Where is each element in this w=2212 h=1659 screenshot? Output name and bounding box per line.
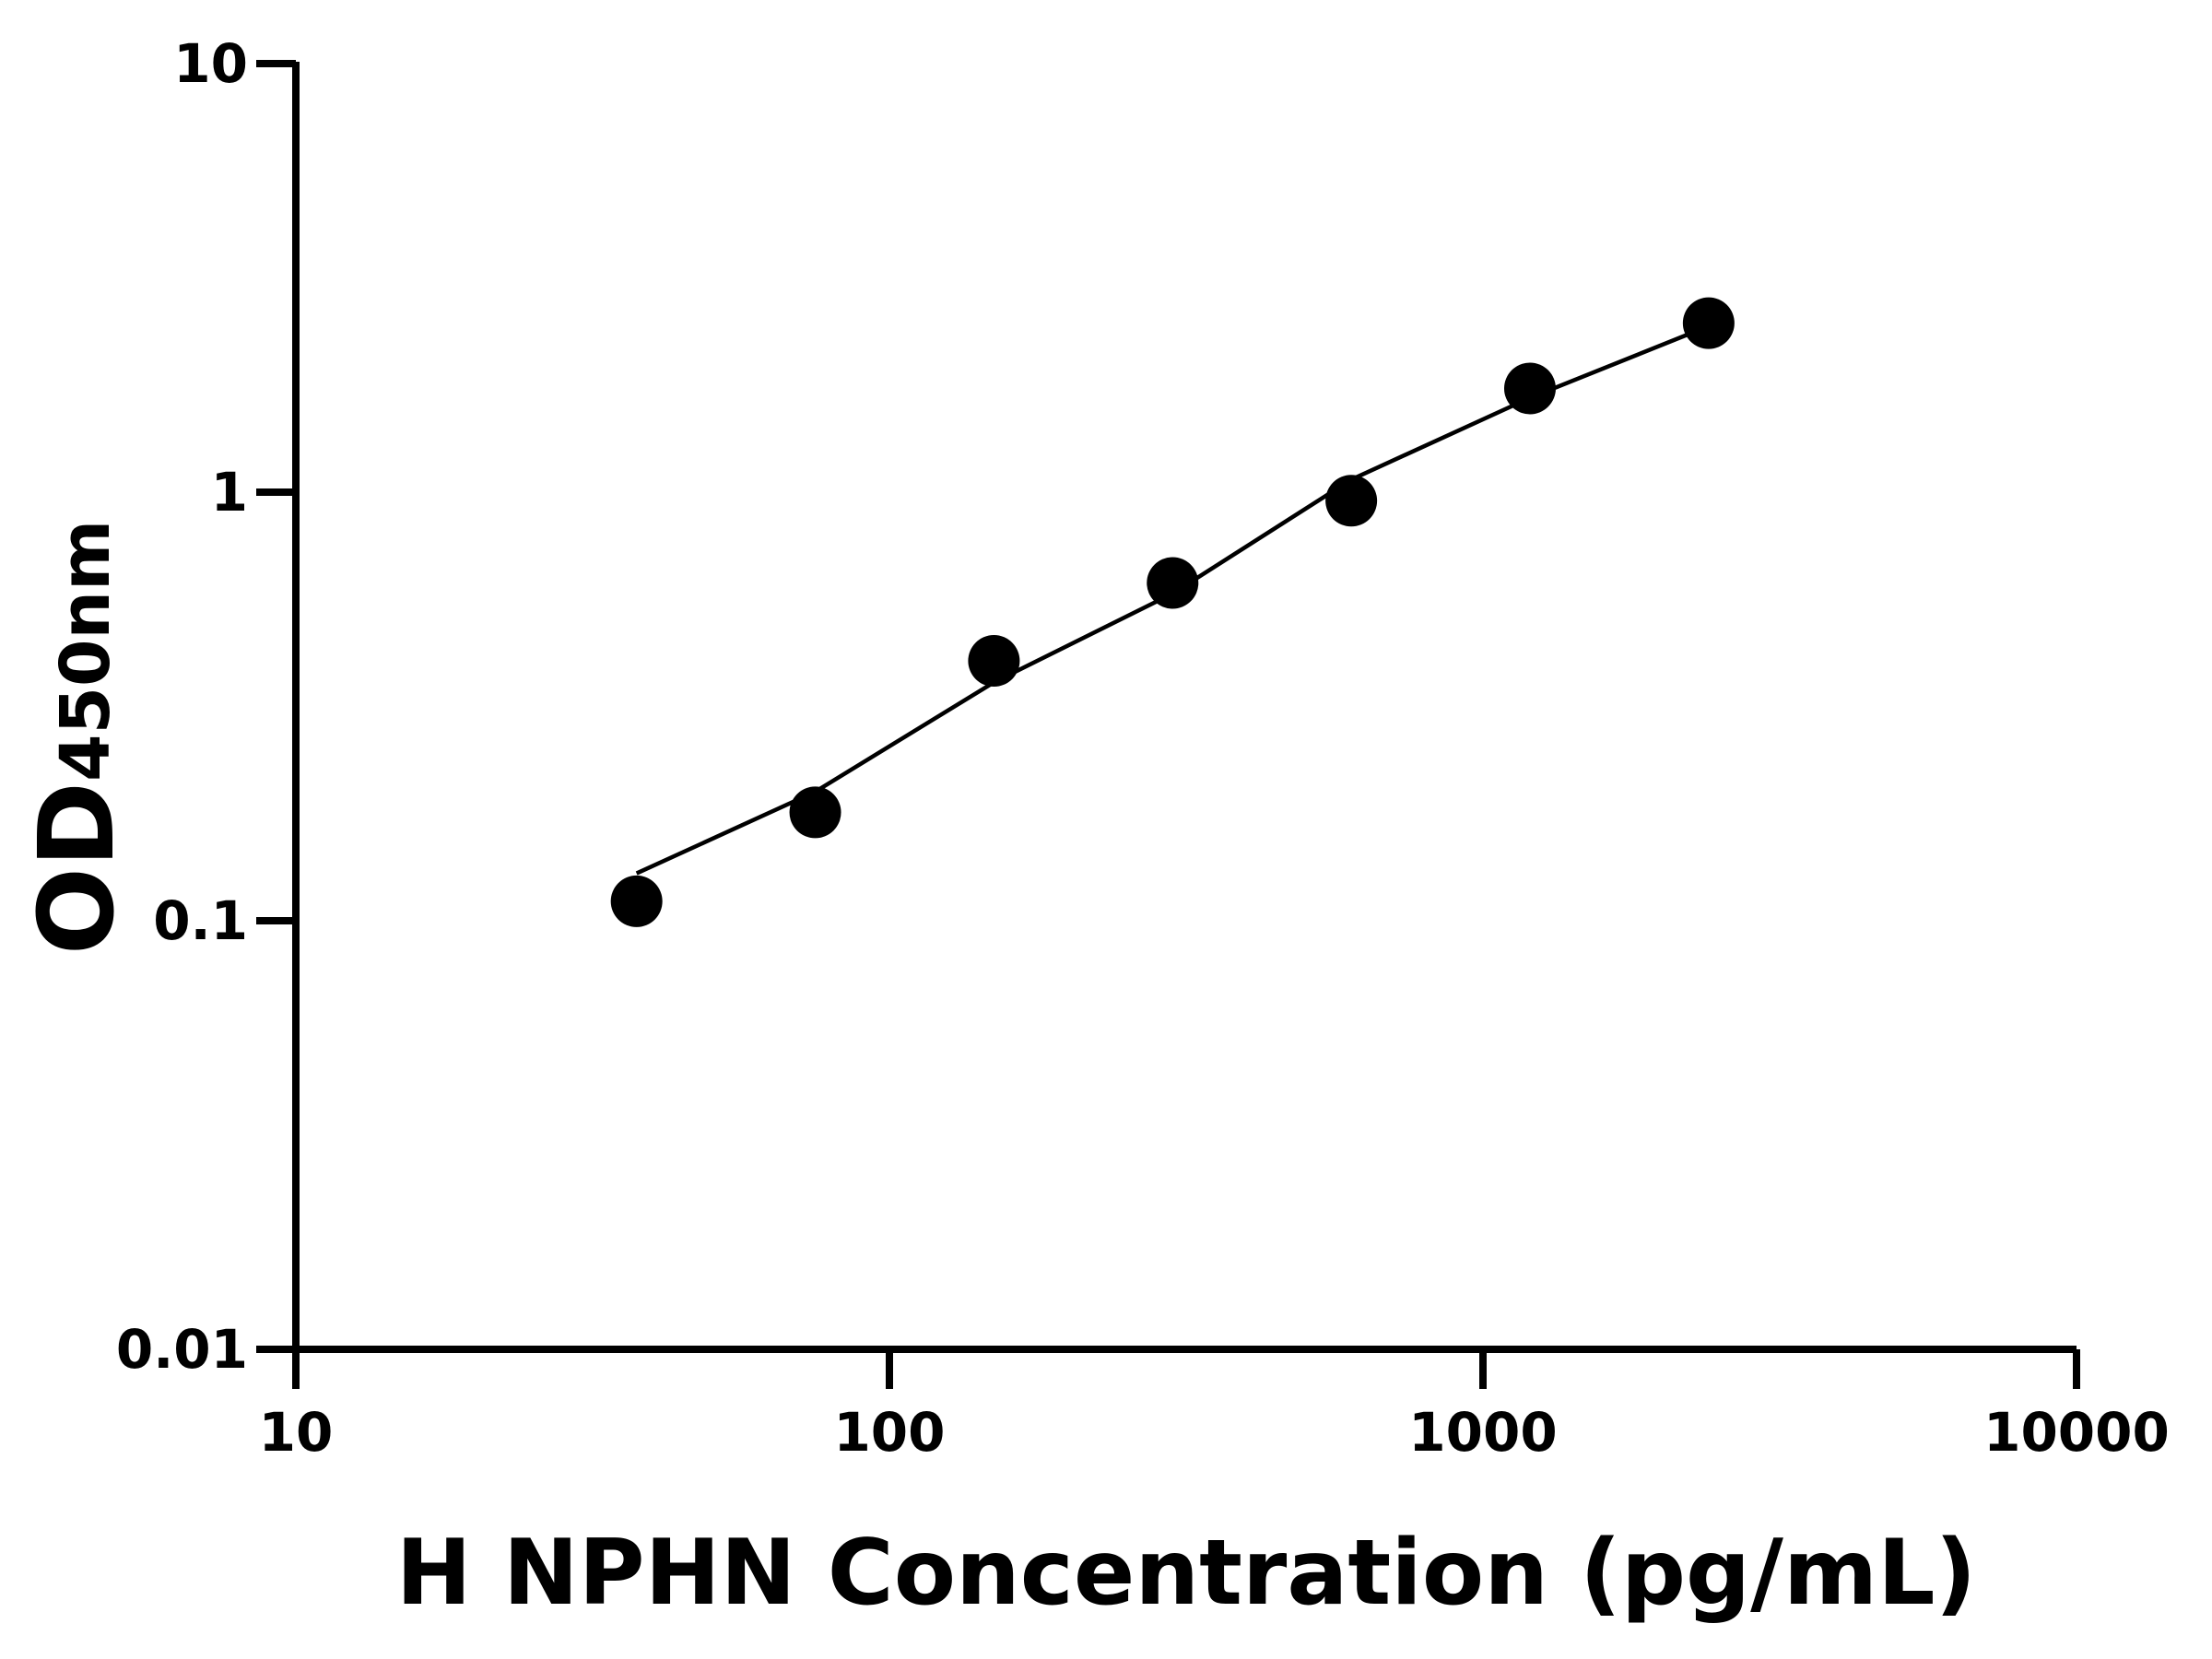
x-axis-label: H NPHN Concentration (pg/mL) [396,1521,1977,1626]
y-tick-label: 10 [173,32,248,95]
data-point [968,635,1020,688]
data-point [1325,475,1378,527]
data-point [610,875,663,927]
y-axis-label: OD450nm [18,520,137,955]
data-point [789,786,841,839]
y-axis-label-sub: 450nm [46,520,125,782]
data-point [1147,557,1199,609]
x-tick-label: 100 [833,1401,945,1464]
y-tick-label: 0.1 [153,889,248,952]
x-tick-label: 10 [259,1401,334,1464]
y-axis-label-main: OD [18,782,137,955]
y-tick-label: 0.01 [116,1318,248,1381]
x-tick-label: 1000 [1408,1401,1557,1464]
data-point [1682,297,1735,349]
y-tick-label: 1 [211,461,248,524]
x-tick-label: 10000 [1983,1401,2170,1464]
data-point [1503,362,1556,415]
